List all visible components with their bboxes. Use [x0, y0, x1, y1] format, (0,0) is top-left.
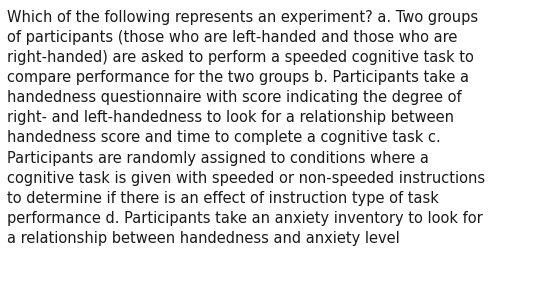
Text: Which of the following represents an experiment? a. Two groups
of participants (: Which of the following represents an exp…	[7, 10, 485, 246]
